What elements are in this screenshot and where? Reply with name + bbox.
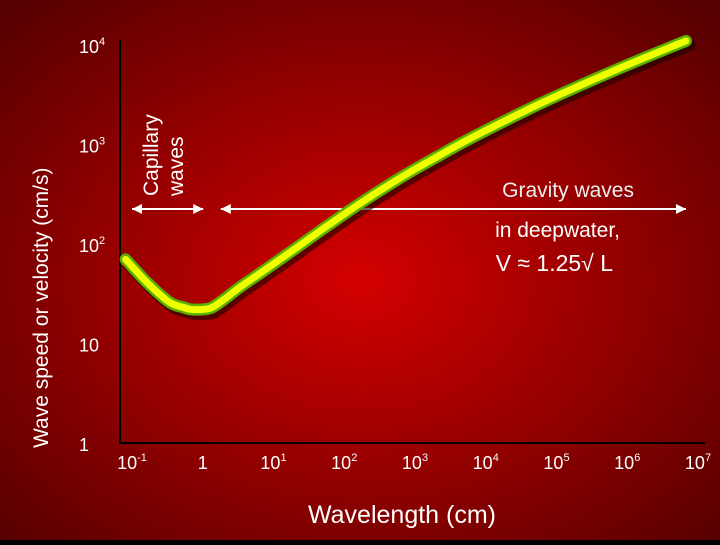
condition-annotation: in deepwater, <box>495 219 620 242</box>
y-tick-label-4: 104 <box>79 36 105 57</box>
x-tick-label-2-exponent: 1 <box>280 452 286 464</box>
region-arrow-0-head-left <box>132 204 142 214</box>
y-tick-label-2-base: 10 <box>79 236 99 256</box>
x-tick-label-7-base: 10 <box>614 453 634 473</box>
x-tick-label-5: 104 <box>473 452 499 473</box>
x-tick-label-1-base: 1 <box>198 453 208 473</box>
formula-annotation: V ≈ 1.25√ L <box>496 250 614 276</box>
series-0-line <box>122 37 690 314</box>
x-tick-label-4: 103 <box>402 452 428 473</box>
y-axis-label: Wave speed or velocity (cm/s) <box>30 168 53 448</box>
x-tick-label-8: 107 <box>685 452 711 473</box>
y-tick-label-1: 10 <box>79 336 99 356</box>
region-arrow-1-head-left <box>220 204 231 214</box>
x-axis-label: Wavelength (cm) <box>308 501 496 529</box>
x-tick-label-7-exponent: 6 <box>634 452 640 464</box>
capillary-label-line-2: waves <box>165 136 188 197</box>
gravity-label: Gravity waves <box>502 179 634 202</box>
y-tick-label-4-exponent: 4 <box>99 36 105 48</box>
capillary-label-line-1: Capillary <box>140 114 163 196</box>
region-arrow-0-head-right <box>193 204 204 214</box>
x-tick-label-6-base: 10 <box>543 453 563 473</box>
x-tick-label-4-exponent: 3 <box>422 452 428 464</box>
axis-layer <box>119 40 705 444</box>
y-tick-label-3-base: 10 <box>79 137 99 157</box>
y-tick-label-4-base: 10 <box>79 37 99 57</box>
y-tick-label-1-base: 10 <box>79 336 99 356</box>
x-tick-label-3-exponent: 2 <box>351 452 357 464</box>
y-tick-label-0-base: 1 <box>79 435 89 455</box>
x-tick-label-1: 1 <box>198 453 208 473</box>
y-tick-label-3-exponent: 3 <box>99 136 105 148</box>
x-tick-label-0-exponent: -1 <box>137 452 147 464</box>
region-layer <box>132 204 686 214</box>
x-tick-label-5-exponent: 4 <box>493 452 499 464</box>
curve-layer <box>119 34 696 321</box>
x-tick-label-6: 105 <box>543 452 569 473</box>
x-tick-label-8-base: 10 <box>685 453 705 473</box>
y-tick-label-2-exponent: 2 <box>99 235 105 247</box>
y-tick-label-3: 103 <box>79 136 105 157</box>
x-tick-label-5-base: 10 <box>473 453 493 473</box>
y-tick-label-0: 1 <box>79 435 89 455</box>
x-tick-label-2-base: 10 <box>260 453 280 473</box>
x-tick-label-3: 102 <box>331 452 357 473</box>
x-tick-label-4-base: 10 <box>402 453 422 473</box>
x-tick-label-7: 106 <box>614 452 640 473</box>
x-tick-label-0-base: 10 <box>117 453 137 473</box>
x-tick-label-3-base: 10 <box>331 453 351 473</box>
x-tick-label-0: 10-1 <box>117 452 147 473</box>
x-tick-label-2: 101 <box>260 452 286 473</box>
y-tick-label-2: 102 <box>79 235 105 256</box>
region-arrow-1-head-right <box>676 204 686 214</box>
x-tick-label-6-exponent: 5 <box>563 452 569 464</box>
x-tick-label-8-exponent: 7 <box>705 452 711 464</box>
